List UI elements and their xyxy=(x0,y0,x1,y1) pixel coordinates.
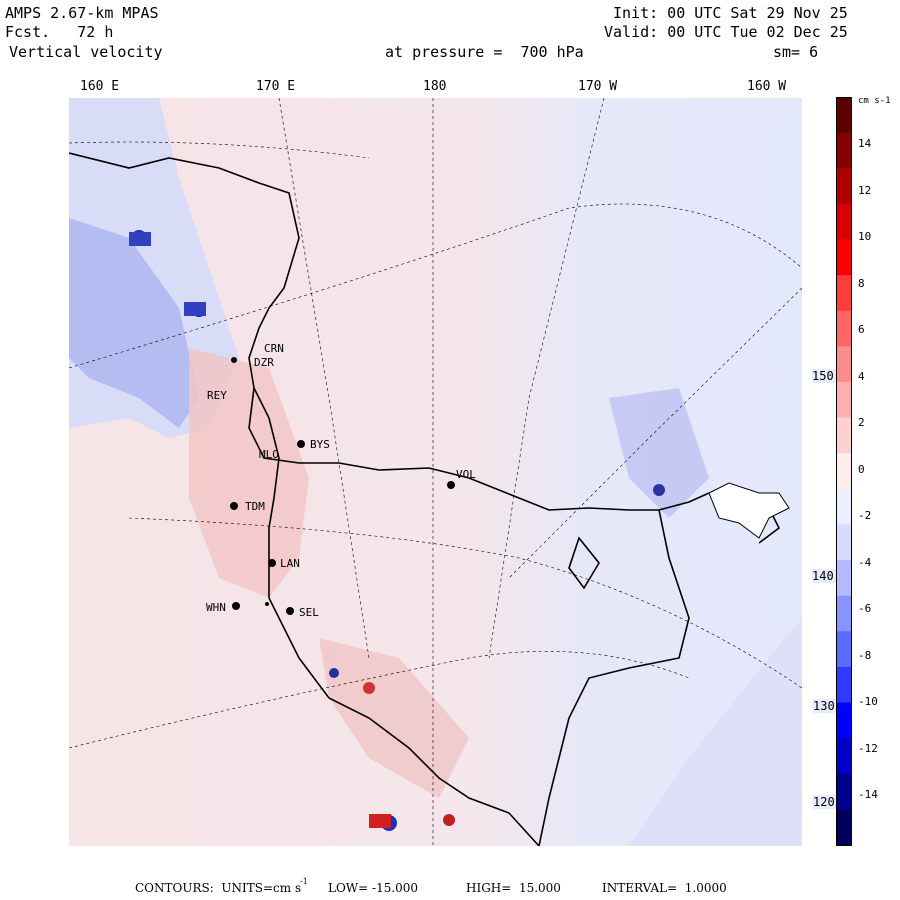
colorbar-cell xyxy=(836,203,852,240)
colorbar-cell xyxy=(836,702,852,739)
colorbar-cell xyxy=(836,239,852,276)
ascent-region xyxy=(189,348,309,598)
colorbar-cell xyxy=(836,809,852,846)
colorbar-label: 14 xyxy=(858,137,872,150)
colorbar-cell xyxy=(836,346,852,383)
contour-low: LOW= -15.000 xyxy=(328,881,419,895)
colorbar-cell xyxy=(836,631,852,668)
colorbar-cell xyxy=(836,560,852,597)
colorbar-cell xyxy=(836,275,852,312)
model-title: AMPS 2.67-km MPAS xyxy=(5,4,159,22)
colorbar-unit: cm s-1 xyxy=(858,96,891,106)
pressure-level: at pressure = 700 hPa xyxy=(385,43,584,61)
colorbar-label: -14 xyxy=(858,788,878,801)
forecast-hour: Fcst. 72 h xyxy=(5,23,114,41)
contour-high: HIGH= 15.000 xyxy=(466,881,561,895)
colorbar-label: 0 xyxy=(858,462,865,476)
vertical-velocity-map xyxy=(69,98,802,846)
subsidence-region xyxy=(629,618,802,846)
smoothing-value: sm= 6 xyxy=(773,43,819,61)
colorbar-cell xyxy=(836,666,852,704)
colorbar-cell xyxy=(836,132,852,169)
station-label: DZR xyxy=(254,356,274,369)
graticule xyxy=(69,98,802,846)
valid-time: Valid: 00 UTC Tue 02 Dec 25 xyxy=(604,23,848,41)
contour-units: CONTOURS: UNITS=cm s xyxy=(135,881,302,895)
updraft-cell xyxy=(329,668,339,678)
init-time: Init: 00 UTC Sat 29 Nov 25 xyxy=(613,4,848,22)
colorbar-label: -10 xyxy=(858,695,878,708)
lon-label: 170 E xyxy=(256,79,296,94)
updraft-cell xyxy=(363,682,375,694)
station-flag xyxy=(369,814,391,828)
lon-label: 160 W xyxy=(747,79,787,94)
station-label: WHN xyxy=(206,601,226,614)
colorbar-label: -12 xyxy=(858,741,878,755)
colorbar-cell xyxy=(836,524,852,561)
colorbar-label: 6 xyxy=(858,323,865,336)
station-label: BYS xyxy=(310,438,330,451)
colorbar-cell xyxy=(836,595,852,632)
colorbar-cell xyxy=(836,488,852,525)
colorbar-cell xyxy=(836,310,852,347)
station-label: LAN xyxy=(280,557,300,570)
station-label: VOL xyxy=(456,468,476,481)
station-flag xyxy=(129,232,151,246)
colorbar-cell xyxy=(836,381,852,419)
colorbar-label: 8 xyxy=(858,276,865,290)
station-label: MLO xyxy=(259,448,279,461)
colorbar-cell xyxy=(836,168,852,205)
station-label: REY xyxy=(207,389,227,402)
field-name: Vertical velocity xyxy=(9,43,163,61)
ice-shelf-island xyxy=(708,482,790,539)
colorbar-label: -4 xyxy=(858,555,872,569)
coastline xyxy=(69,152,781,846)
colorbar-label: -6 xyxy=(858,602,872,615)
contour-interval: INTERVAL= 1.0000 xyxy=(602,881,727,895)
colorbar-label: -2 xyxy=(858,509,872,522)
colorbar-cell xyxy=(836,453,852,490)
colorbar-cell xyxy=(836,417,852,454)
subsidence-region xyxy=(609,388,709,518)
lon-label: 170 W xyxy=(578,79,618,94)
station-label: TDM xyxy=(245,500,265,513)
station-label: CRN xyxy=(264,342,284,355)
subsidence-region xyxy=(69,218,199,428)
station-flag xyxy=(184,302,206,316)
station-markers xyxy=(230,357,455,615)
updraft-cell xyxy=(443,814,455,826)
colorbar-label: 10 xyxy=(858,230,872,243)
updraft-cell xyxy=(653,484,665,496)
colorbar-cell xyxy=(836,773,852,810)
colorbar xyxy=(836,97,852,846)
colorbar-cell xyxy=(836,97,852,134)
lon-label: 160 E xyxy=(80,79,120,94)
lon-label: 180 xyxy=(423,79,447,94)
units-exponent: -1 xyxy=(300,877,308,886)
colorbar-label: 4 xyxy=(858,369,865,383)
station-label: SEL xyxy=(299,606,319,619)
ascent-region xyxy=(319,638,469,798)
colorbar-cell xyxy=(836,738,852,775)
colorbar-label: -8 xyxy=(858,648,872,662)
colorbar-label: 12 xyxy=(858,183,872,197)
colorbar-label: 2 xyxy=(858,416,865,429)
